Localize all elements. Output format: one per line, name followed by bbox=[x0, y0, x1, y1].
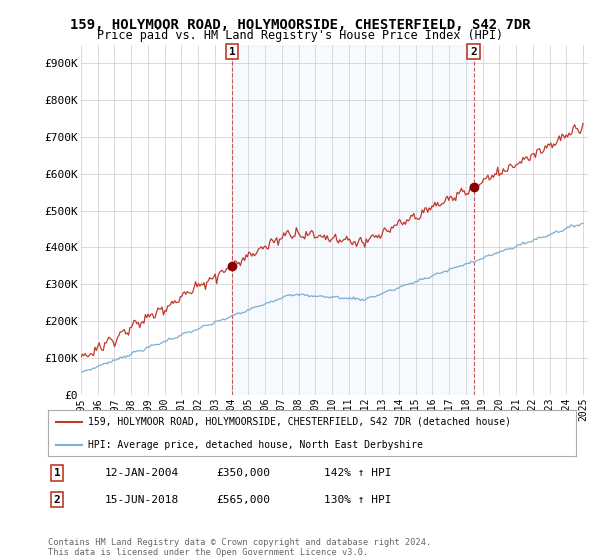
Text: 159, HOLYMOOR ROAD, HOLYMOORSIDE, CHESTERFIELD, S42 7DR (detached house): 159, HOLYMOOR ROAD, HOLYMOORSIDE, CHESTE… bbox=[88, 417, 511, 427]
Text: £350,000: £350,000 bbox=[216, 468, 270, 478]
Text: 15-JUN-2018: 15-JUN-2018 bbox=[105, 494, 179, 505]
Text: 142% ↑ HPI: 142% ↑ HPI bbox=[324, 468, 392, 478]
Bar bbox=[232, 45, 473, 395]
Text: 159, HOLYMOOR ROAD, HOLYMOORSIDE, CHESTERFIELD, S42 7DR: 159, HOLYMOOR ROAD, HOLYMOORSIDE, CHESTE… bbox=[70, 18, 530, 32]
Text: Price paid vs. HM Land Registry's House Price Index (HPI): Price paid vs. HM Land Registry's House … bbox=[97, 29, 503, 42]
Text: 2: 2 bbox=[53, 494, 61, 505]
Text: 1: 1 bbox=[229, 46, 236, 57]
Text: HPI: Average price, detached house, North East Derbyshire: HPI: Average price, detached house, Nort… bbox=[88, 440, 422, 450]
Text: 1: 1 bbox=[53, 468, 61, 478]
Text: 12-JAN-2004: 12-JAN-2004 bbox=[105, 468, 179, 478]
Text: Contains HM Land Registry data © Crown copyright and database right 2024.
This d: Contains HM Land Registry data © Crown c… bbox=[48, 538, 431, 557]
Text: £565,000: £565,000 bbox=[216, 494, 270, 505]
Text: 130% ↑ HPI: 130% ↑ HPI bbox=[324, 494, 392, 505]
Text: 2: 2 bbox=[470, 46, 477, 57]
